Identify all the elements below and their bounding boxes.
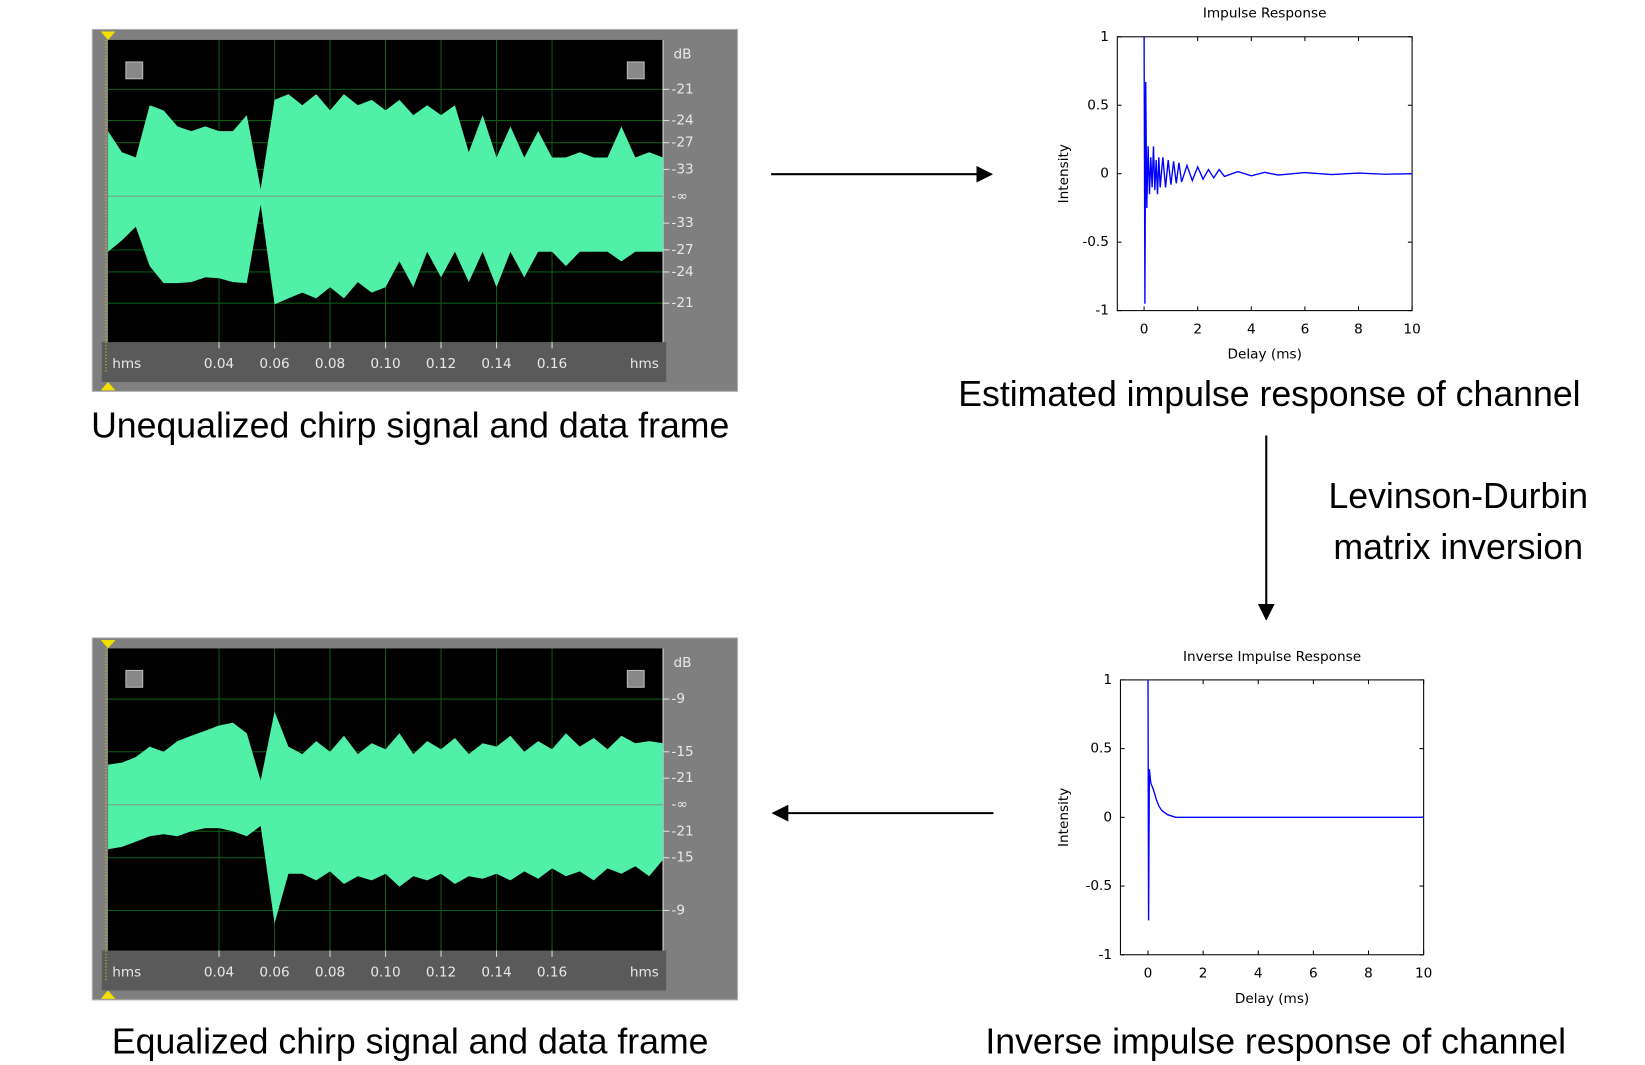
x-tick-label: 10 [1415,966,1432,982]
x-unit: hms [630,965,659,981]
arrow-label: Levinson-Durbin [1328,476,1588,516]
y-tick-label: 0 [1100,166,1109,182]
x-tick-label: 0.16 [537,965,567,981]
y-tick-label: 1 [1100,29,1109,45]
y-tick-label: -21 [671,81,693,97]
x-tick-label: 2 [1199,966,1208,982]
x-tick-label: 0.10 [370,356,400,372]
caption: Equalized chirp signal and data frame [112,1021,709,1061]
caption: Unequalized chirp signal and data frame [91,406,729,446]
plot-title: Inverse Impulse Response [1183,649,1361,665]
x-tick-label: 6 [1301,321,1310,337]
y-axis-label: Intensity [1056,788,1072,847]
y-unit: dB [674,47,692,63]
y-tick-label: 0.5 [1090,741,1112,757]
y-tick-label: -15 [671,744,693,760]
x-unit: hms [112,965,141,981]
y-tick-label: -24 [671,113,693,129]
x-tick-label: 8 [1354,321,1363,337]
y-tick-label: 0.5 [1087,97,1109,113]
caption: Estimated impulse response of channel [958,374,1580,414]
y-tick-label: -21 [671,823,693,839]
x-tick-label: 8 [1364,966,1373,982]
x-tick-label: 2 [1193,321,1202,337]
y-tick-label: -27 [671,135,693,151]
x-tick-label: 4 [1254,966,1263,982]
x-tick-label: 10 [1403,321,1420,337]
x-tick-label: 0.14 [481,356,511,372]
y-tick-label: -33 [671,161,693,177]
x-tick-label: 0 [1140,321,1149,337]
y-tick-label: 1 [1103,672,1112,688]
x-tick-label: 0.14 [481,965,511,981]
x-tick-label: 0.04 [204,356,234,372]
x-tick-label: 0.16 [537,356,567,372]
x-tick-label: 0.06 [259,965,289,981]
y-tick-label: -33 [671,215,693,231]
x-unit: hms [112,356,141,372]
y-center-label: -∞ [671,188,687,204]
y-unit: dB [674,655,692,671]
x-tick-label: 0.04 [204,965,234,981]
corner-button [126,62,143,79]
y-tick-label: -24 [671,264,693,280]
page: Channel equalization html, body { margin… [0,0,1645,1065]
y-center-label: -∞ [671,797,687,813]
x-tick-label: 0.12 [426,356,456,372]
x-unit: hms [630,356,659,372]
caption: Inverse impulse response of channel [985,1021,1566,1061]
corner-button [126,670,143,687]
x-tick-label: 0.08 [315,356,345,372]
y-tick-label: -0.5 [1085,878,1112,894]
x-tick-label: 0.10 [370,965,400,981]
y-tick-label: -27 [671,242,693,258]
x-tick-label: 0.06 [259,356,289,372]
x-axis-label: Delay (ms) [1235,991,1309,1007]
body: { "waveforms": [ { "caption": "Unequaliz… [0,0,1645,1065]
corner-button [627,670,644,687]
x-tick-label: 0 [1144,966,1153,982]
figure: Levinson-Durbin matrix inversion 0.04 0.0… [0,0,1645,1065]
y-tick-label: -15 [671,850,693,866]
x-tick-label: 0.08 [315,965,345,981]
y-tick-label: 0 [1103,809,1112,825]
y-tick-label: -1 [1095,303,1109,319]
x-tick-label: 4 [1247,321,1256,337]
arrow-label: matrix inversion [1333,527,1583,567]
y-tick-label: -9 [671,691,685,707]
y-tick-label: -1 [1098,947,1112,963]
y-tick-label: -0.5 [1082,234,1109,250]
y-tick-label: -9 [671,902,685,918]
x-tick-label: 0.12 [426,965,456,981]
x-axis-label: Delay (ms) [1227,347,1301,363]
x-tick-label: 6 [1309,966,1318,982]
plot-title: Impulse Response [1203,6,1327,22]
y-axis-label: Intensity [1056,144,1072,203]
corner-button [627,62,644,79]
y-tick-label: -21 [671,770,693,786]
y-tick-label: -21 [671,295,693,311]
